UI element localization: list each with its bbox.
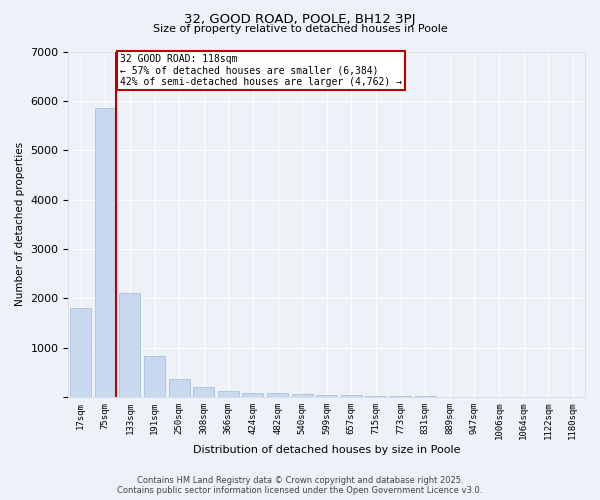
Bar <box>218 391 239 397</box>
Bar <box>144 356 165 397</box>
Bar <box>242 392 263 397</box>
Text: Size of property relative to detached houses in Poole: Size of property relative to detached ho… <box>152 24 448 34</box>
Bar <box>316 394 337 397</box>
Bar <box>70 308 91 397</box>
Bar <box>169 379 190 397</box>
Bar <box>341 396 362 397</box>
Bar <box>365 396 386 397</box>
Bar <box>390 396 411 397</box>
X-axis label: Distribution of detached houses by size in Poole: Distribution of detached houses by size … <box>193 445 460 455</box>
Bar <box>267 393 288 397</box>
Bar <box>119 294 140 397</box>
Text: Contains HM Land Registry data © Crown copyright and database right 2025.
Contai: Contains HM Land Registry data © Crown c… <box>118 476 482 495</box>
Bar <box>292 394 313 397</box>
Text: 32 GOOD ROAD: 118sqm
← 57% of detached houses are smaller (6,384)
42% of semi-de: 32 GOOD ROAD: 118sqm ← 57% of detached h… <box>120 54 402 87</box>
Bar <box>95 108 116 397</box>
Y-axis label: Number of detached properties: Number of detached properties <box>15 142 25 306</box>
Text: 32, GOOD ROAD, POOLE, BH12 3PJ: 32, GOOD ROAD, POOLE, BH12 3PJ <box>184 12 416 26</box>
Bar <box>193 386 214 397</box>
